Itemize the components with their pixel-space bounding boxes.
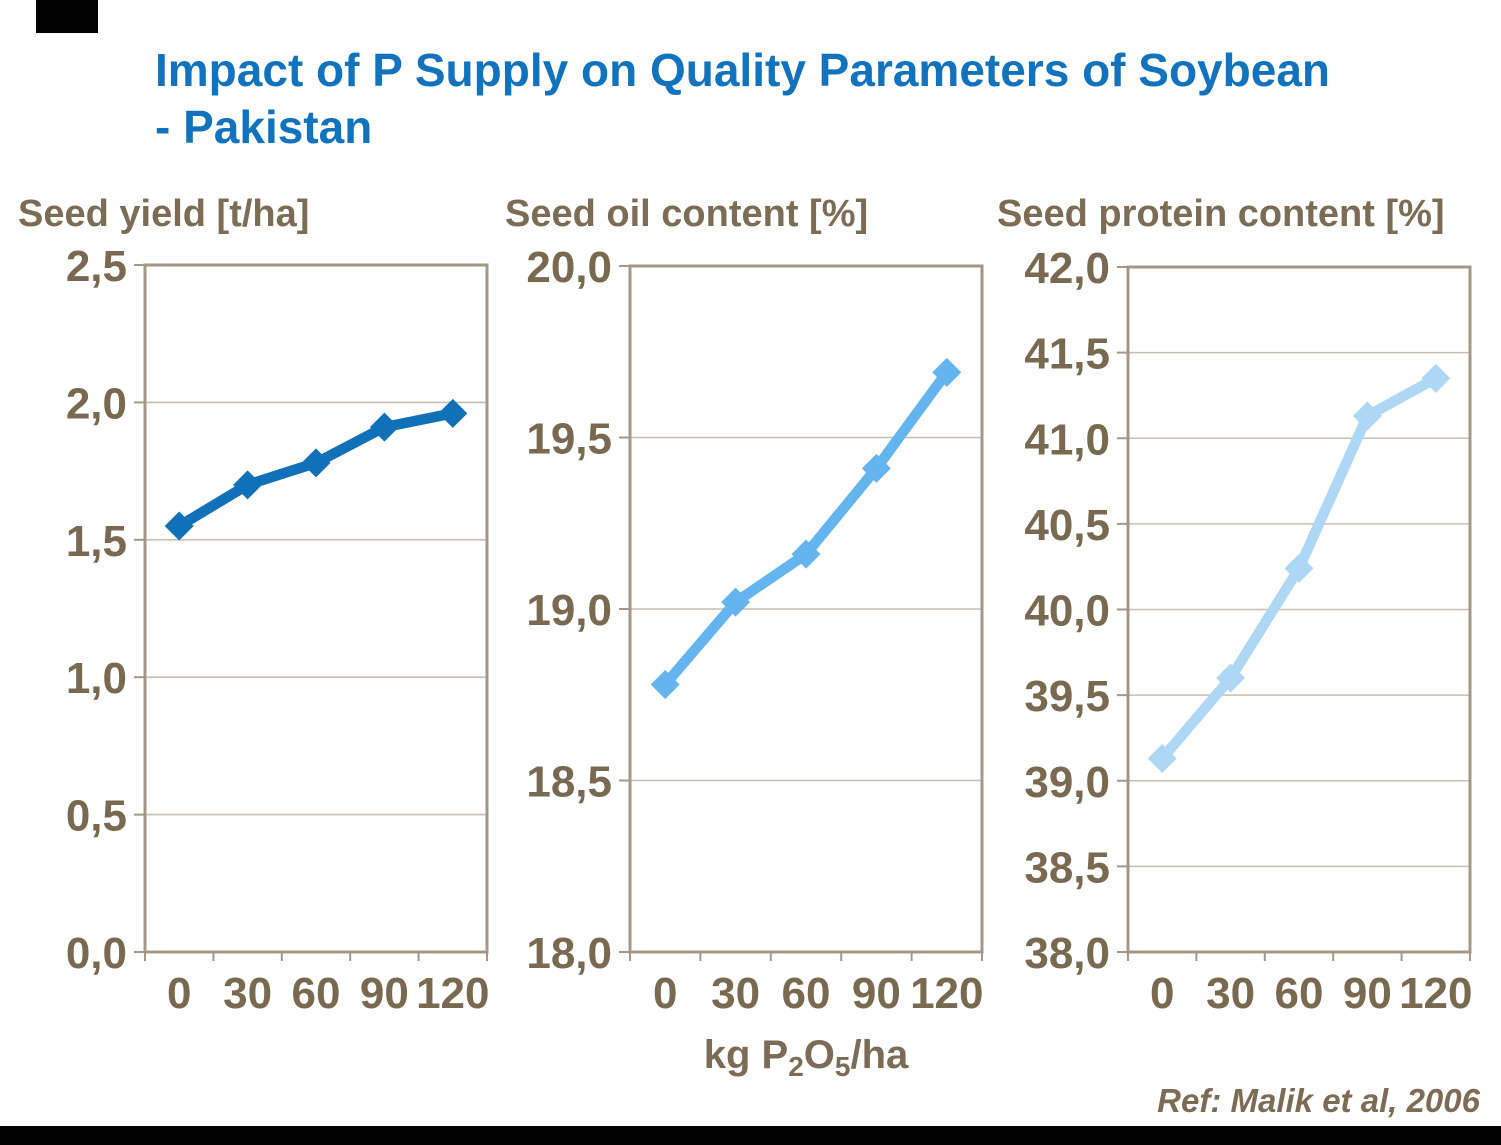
- x-tick-label: 60: [292, 969, 341, 1018]
- data-point-marker: [1352, 401, 1382, 431]
- x-axis-title-subscript: 5: [834, 1050, 851, 1082]
- x-tick-label: 90: [1343, 969, 1392, 1018]
- slide-title-line1: Impact of P Supply on Quality Parameters…: [155, 44, 1330, 96]
- data-point-marker: [1216, 663, 1246, 693]
- data-point-marker: [932, 357, 962, 387]
- chart-3-plot: 42,0 41,5 41,0 40,5 40,0 39,5 39,0 38,5 38,0 0 30 6…: [1024, 244, 1472, 1018]
- y-tick-label: 38,5: [1024, 843, 1110, 892]
- y-tick-label: 39,0: [1024, 758, 1110, 807]
- data-point-marker: [791, 539, 821, 569]
- y-tick-label: 39,5: [1024, 672, 1110, 721]
- y-tick-label: 2,5: [66, 242, 127, 291]
- x-tick-label: 90: [852, 969, 901, 1018]
- chart-1-plot: 2,5 2,0 1,5 1,0 0,5 0,0 0 30 60 90 120: [66, 242, 490, 1018]
- chart-2-plot: 20,0 19,5 19,0 18,5 18,0 0 30 60 90 120: [526, 243, 983, 1018]
- y-tick-label: 19,0: [526, 586, 612, 635]
- y-tick-label: 41,0: [1024, 415, 1110, 464]
- x-axis-title-segment: /ha: [850, 1033, 909, 1077]
- data-point-marker: [164, 511, 194, 541]
- y-tick-label: 40,5: [1024, 501, 1110, 550]
- x-tick-label: 30: [223, 969, 272, 1018]
- x-tick-label: 0: [167, 969, 191, 1018]
- y-tick-label: 40,0: [1024, 587, 1110, 636]
- x-axis-title-segment: O: [803, 1033, 835, 1077]
- chart2-title: Seed oil content [%]: [505, 193, 869, 235]
- x-axis-title-subscript: 2: [788, 1050, 804, 1082]
- x-tick-label: 120: [416, 969, 489, 1018]
- x-axis-title-segment: kg P: [703, 1033, 789, 1077]
- x-tick-label: 0: [1150, 969, 1174, 1018]
- x-tick-label: 60: [782, 969, 831, 1018]
- slide-title: Impact of P Supply on Quality Parameters…: [155, 42, 1465, 156]
- y-tick-label: 19,5: [526, 415, 612, 464]
- data-point-marker: [438, 398, 468, 428]
- bottom-black-bar: [0, 1126, 1501, 1145]
- x-tick-label: 120: [910, 969, 983, 1018]
- chart1-title: Seed yield [t/ha]: [18, 193, 310, 235]
- x-tick-label: 120: [1399, 969, 1472, 1018]
- x-tick-label: 30: [711, 969, 760, 1018]
- x-tick-label: 30: [1206, 969, 1255, 1018]
- data-point-marker: [1147, 743, 1177, 773]
- data-point-marker: [1421, 363, 1451, 393]
- y-tick-label: 1,0: [66, 654, 127, 703]
- top-left-black-mark: [36, 0, 98, 33]
- data-point-marker: [301, 448, 331, 478]
- y-tick-label: 20,0: [526, 243, 612, 292]
- data-point-marker: [650, 669, 680, 699]
- y-tick-label: 41,5: [1024, 330, 1110, 379]
- data-point-marker: [1284, 553, 1314, 583]
- slide-title-line2: - Pakistan: [155, 101, 373, 153]
- y-tick-label: 42,0: [1024, 244, 1110, 293]
- x-tick-label: 90: [360, 969, 409, 1018]
- data-point-marker: [233, 470, 263, 500]
- data-point-marker: [861, 453, 891, 483]
- y-tick-label: 0,5: [66, 792, 127, 841]
- y-tick-label: 18,0: [526, 929, 612, 978]
- x-tick-label: 0: [653, 969, 677, 1018]
- y-tick-label: 38,0: [1024, 929, 1110, 978]
- data-point-marker: [721, 587, 751, 617]
- reference-text: Ref: Malik et al, 2006: [1157, 1082, 1480, 1119]
- y-tick-label: 0,0: [66, 929, 127, 978]
- y-tick-label: 18,5: [526, 758, 612, 807]
- x-axis-title: kg P2O5/ha: [630, 1033, 982, 1083]
- chart3-title: Seed protein content [%]: [997, 193, 1445, 235]
- y-tick-label: 2,0: [66, 379, 127, 428]
- y-tick-label: 1,5: [66, 517, 127, 566]
- x-tick-label: 60: [1275, 969, 1324, 1018]
- data-point-marker: [369, 412, 399, 442]
